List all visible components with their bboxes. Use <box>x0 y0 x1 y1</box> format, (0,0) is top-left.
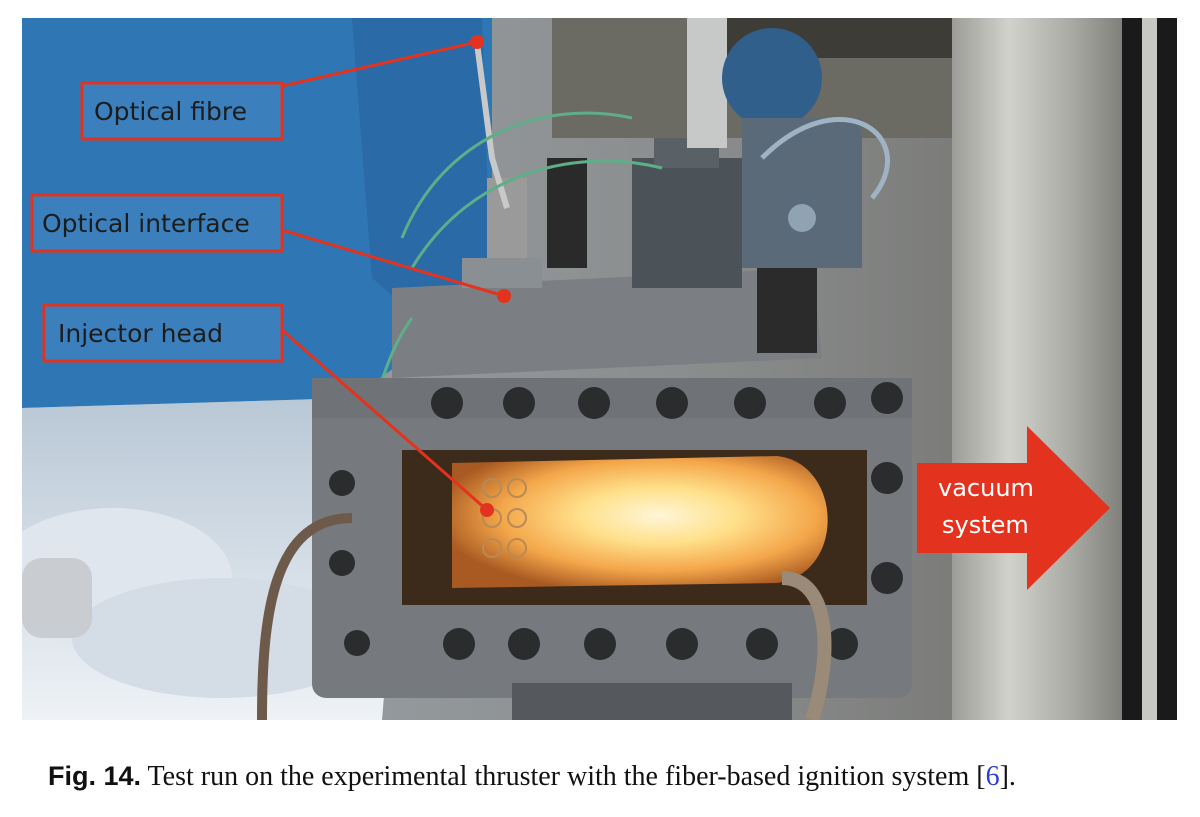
caption-label: Fig. 14. <box>48 761 142 791</box>
optical-fibre-leader <box>281 40 478 88</box>
optical-fibre-cable <box>474 42 510 209</box>
optical-fibre-callout <box>80 81 284 141</box>
optical-interface-pointer <box>497 289 511 303</box>
vacuum-system-arrow <box>917 426 1110 590</box>
sensor-housing <box>722 28 822 128</box>
flame <box>452 456 828 588</box>
optical-interface-leader <box>281 228 505 298</box>
arrow-label-line2: system <box>942 511 1029 539</box>
injector-head-leader <box>281 328 488 512</box>
caption-reference-link[interactable]: 6 <box>985 761 1000 792</box>
bolts <box>329 382 903 660</box>
pressure-fitting <box>632 158 742 288</box>
optical-fibre-pointer <box>470 35 484 49</box>
figure-photo: vacuum system Optical fibre Optical inte… <box>22 18 1177 720</box>
injector-holes <box>482 478 527 558</box>
injector-head-callout <box>42 303 284 363</box>
feed-pipe <box>781 571 832 720</box>
caption-end: ]. <box>999 761 1016 792</box>
injector-head-label: Injector head <box>58 319 223 348</box>
caption-text: Test run on the experimental thruster wi… <box>141 761 986 792</box>
vacuum-flange <box>952 18 1142 720</box>
optical-interface-callout <box>30 193 284 253</box>
figure-caption: Fig. 14. Test run on the experimental th… <box>48 760 1168 800</box>
arrow-label-line1: vacuum <box>938 474 1034 502</box>
optical-interface-label: Optical interface <box>42 209 250 238</box>
injector-head-pointer <box>480 503 494 517</box>
optical-fibre-label: Optical fibre <box>94 97 247 126</box>
